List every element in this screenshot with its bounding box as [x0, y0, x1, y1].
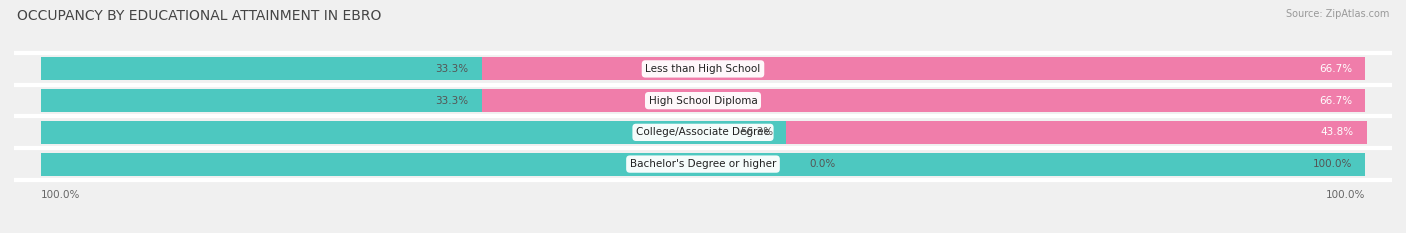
- Bar: [41, 58, 482, 80]
- Bar: [482, 58, 1365, 80]
- Text: College/Associate Degree: College/Associate Degree: [636, 127, 770, 137]
- Text: 100.0%: 100.0%: [41, 190, 80, 200]
- Text: 66.7%: 66.7%: [1319, 96, 1353, 106]
- Text: 43.8%: 43.8%: [1320, 127, 1354, 137]
- Bar: [41, 121, 1365, 144]
- Bar: [41, 58, 1365, 80]
- Text: 100.0%: 100.0%: [1313, 159, 1353, 169]
- Text: Less than High School: Less than High School: [645, 64, 761, 74]
- Bar: [41, 121, 786, 144]
- Text: Source: ZipAtlas.com: Source: ZipAtlas.com: [1285, 9, 1389, 19]
- Bar: [482, 89, 1365, 112]
- Bar: [41, 89, 1365, 112]
- Bar: [41, 153, 1365, 175]
- Text: Bachelor's Degree or higher: Bachelor's Degree or higher: [630, 159, 776, 169]
- Bar: [41, 153, 1365, 175]
- Text: 0.0%: 0.0%: [808, 159, 835, 169]
- Text: High School Diploma: High School Diploma: [648, 96, 758, 106]
- Bar: [786, 121, 1367, 144]
- Bar: [41, 89, 482, 112]
- Text: 33.3%: 33.3%: [436, 64, 468, 74]
- Text: 100.0%: 100.0%: [1326, 190, 1365, 200]
- Text: 56.3%: 56.3%: [740, 127, 773, 137]
- Text: 33.3%: 33.3%: [436, 96, 468, 106]
- Text: 66.7%: 66.7%: [1319, 64, 1353, 74]
- Text: OCCUPANCY BY EDUCATIONAL ATTAINMENT IN EBRO: OCCUPANCY BY EDUCATIONAL ATTAINMENT IN E…: [17, 9, 381, 23]
